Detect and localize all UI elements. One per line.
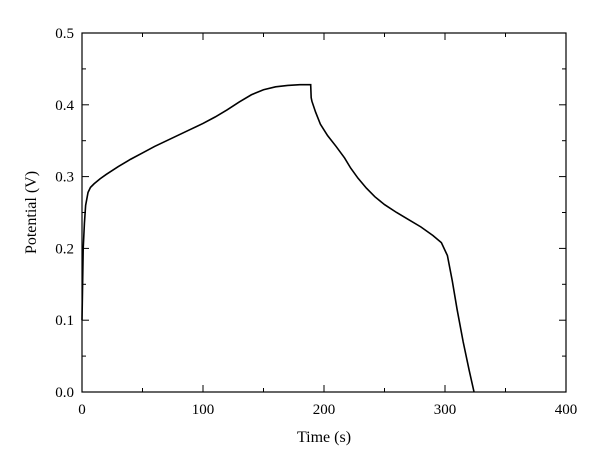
series-line-1 (81, 83, 475, 393)
plot-border (81, 32, 567, 393)
y-tick-label: 0.5 (55, 26, 74, 42)
x-axis-ticks: 0 100 200 300 400 (78, 33, 577, 418)
y-tick-label: 0.0 (55, 385, 74, 401)
y-tick-label: 0.3 (55, 170, 74, 186)
y-axis-ticks: 0.0 0.1 0.2 0.3 0.4 0.5 (55, 26, 566, 401)
x-axis-title: Time (s) (297, 429, 351, 446)
y-tick-label: 0.1 (55, 313, 74, 329)
x-tick-label: 0 (78, 402, 86, 418)
x-tick-label: 300 (434, 402, 457, 418)
series-group (81, 83, 475, 393)
x-tick-label: 200 (313, 402, 336, 418)
x-tick-label: 400 (555, 402, 578, 418)
y-axis-title: Potential (V) (23, 171, 40, 254)
plot-frame (81, 32, 567, 393)
x-tick-label: 100 (192, 402, 215, 418)
y-tick-label: 0.2 (55, 241, 74, 257)
y-tick-label: 0.4 (55, 98, 74, 114)
